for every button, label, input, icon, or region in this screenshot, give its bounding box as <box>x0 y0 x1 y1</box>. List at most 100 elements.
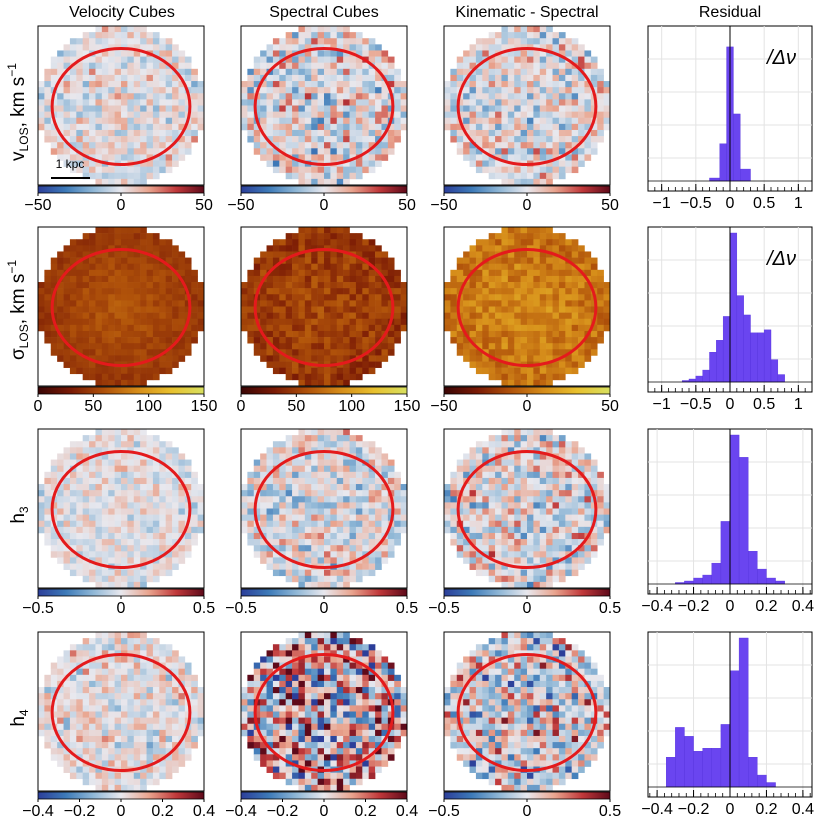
heatmap-cell <box>349 263 357 271</box>
heatmap-cell <box>127 484 135 491</box>
heatmap-cell <box>317 154 325 161</box>
heatmap-cell <box>101 56 109 63</box>
colorbar <box>240 588 408 597</box>
heatmap-cell <box>469 459 477 466</box>
heatmap-cell <box>114 532 122 540</box>
heatmap-cell <box>317 471 325 479</box>
heatmap-cell <box>272 269 280 277</box>
heatmap-cell <box>552 129 560 137</box>
heatmap-cell <box>355 508 363 515</box>
heatmap-cell <box>336 93 344 100</box>
heatmap-cell <box>247 490 255 497</box>
heatmap-cell <box>343 484 350 491</box>
heatmap-cell <box>152 38 160 45</box>
heatmap-cell <box>330 123 338 131</box>
heatmap-cell <box>507 545 515 552</box>
heatmap-cell <box>463 539 470 546</box>
hist-bar <box>757 332 765 383</box>
heatmap-cell <box>539 288 547 295</box>
heatmap-cell <box>311 129 318 137</box>
heatmap-cell <box>272 38 280 45</box>
heatmap-cell <box>241 514 248 522</box>
heatmap-cell <box>482 557 489 564</box>
heatmap-cell <box>527 496 534 503</box>
heatmap-cell <box>456 282 464 289</box>
heatmap-cell <box>95 227 103 234</box>
heatmap-cell <box>69 111 77 119</box>
heatmap-cell <box>362 81 369 88</box>
heatmap-cell <box>590 56 598 63</box>
heatmap-cell <box>241 93 248 100</box>
heatmap-cell <box>191 74 198 82</box>
heatmap-cell <box>114 379 122 387</box>
heatmap-cell <box>527 93 534 100</box>
heatmap-cell <box>571 239 579 246</box>
heatmap-cell <box>178 508 186 515</box>
heatmap-cell <box>475 508 483 515</box>
heatmap-cell <box>184 68 192 76</box>
heatmap-cell <box>76 81 83 88</box>
heatmap-cell <box>546 172 553 180</box>
heatmap-cell <box>539 447 547 454</box>
heatmap-cell <box>469 257 477 264</box>
heatmap-cell <box>527 429 534 436</box>
heatmap-cell <box>343 251 350 258</box>
heatmap-cell <box>101 117 109 125</box>
heatmap-cell <box>343 294 350 301</box>
heatmap-cell <box>285 300 293 307</box>
heatmap-cell <box>578 257 585 264</box>
heatmap-cell <box>507 251 515 258</box>
heatmap-cell <box>514 99 521 106</box>
heatmap-cell <box>527 459 534 466</box>
heatmap-cell <box>495 160 502 167</box>
heatmap-cell <box>260 87 267 94</box>
heatmap-cell <box>82 361 90 368</box>
heatmap-cell <box>241 282 248 289</box>
heatmap-cell <box>571 539 579 546</box>
row-label-sigmalos: σLOS, km s−1 <box>5 260 31 360</box>
heatmap-cell <box>456 123 464 131</box>
heatmap-cell <box>165 239 173 246</box>
hist-bar <box>688 378 697 383</box>
heatmap-cell <box>584 111 592 119</box>
heatmap-cell <box>482 441 489 448</box>
heatmap-cell <box>539 539 547 546</box>
heatmap-cell <box>456 306 464 313</box>
heatmap-cell <box>69 136 77 143</box>
heatmap-cell <box>127 257 135 264</box>
heatmap-cell <box>279 136 286 143</box>
heatmap-cell <box>546 300 553 307</box>
heatmap-cell <box>597 129 604 137</box>
heatmap-cell <box>108 318 115 326</box>
heatmap-cell <box>488 367 496 375</box>
heatmap-cell <box>76 569 83 577</box>
heatmap-cell <box>533 471 541 479</box>
heatmap-cell <box>355 343 363 350</box>
heatmap-cell <box>533 312 541 320</box>
heatmap-cell <box>114 502 122 509</box>
heatmap-cell <box>317 490 325 497</box>
heatmap-cell <box>475 136 483 143</box>
heatmap-cell <box>95 526 103 534</box>
heatmap-cell <box>578 539 585 546</box>
heatmap-cell <box>571 44 579 51</box>
heatmap-cell <box>527 87 534 94</box>
heatmap-cell <box>140 306 147 313</box>
heatmap-cell <box>546 288 553 295</box>
heatmap-cell <box>368 166 376 174</box>
heatmap-cell <box>101 569 109 577</box>
heatmap-cell <box>520 38 528 45</box>
heatmap-cell <box>140 435 147 442</box>
heatmap-cell <box>558 56 566 63</box>
heatmap-cell <box>343 93 350 100</box>
heatmap-cell <box>495 520 502 528</box>
heatmap-cell <box>140 324 147 332</box>
heatmap-cell <box>127 87 135 94</box>
heatmap-cell <box>253 532 261 540</box>
heatmap-cell <box>304 502 312 509</box>
heatmap-cell <box>330 514 338 522</box>
heatmap-cell <box>546 465 553 473</box>
heatmap-cell <box>140 154 147 161</box>
heatmap-cell <box>475 551 483 558</box>
heatmap-cell <box>368 136 376 143</box>
